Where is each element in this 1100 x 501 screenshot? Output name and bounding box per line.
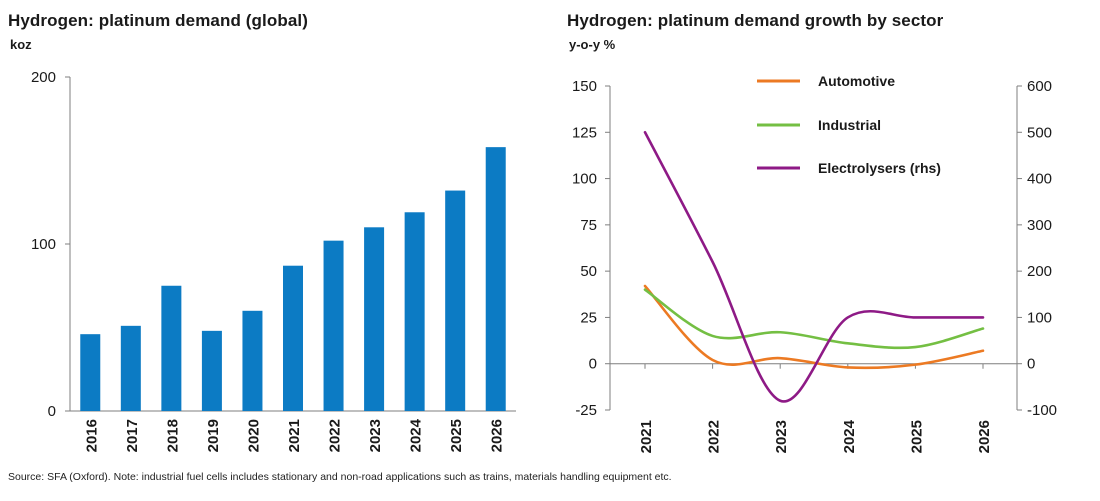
left-x-tick-label: 2020 [245,419,262,452]
right-left-tick-label: -25 [575,402,597,419]
left-y-tick-label: 200 [31,69,56,86]
series-line-electrolysers [643,130,985,403]
right-x-tick-label: 2023 [773,420,790,453]
right-x-tick-label: 2021 [638,420,655,453]
right-x-tick-label: 2026 [976,420,993,453]
series-line-automotive [643,284,985,370]
right-chart-title: Hydrogen: platinum demand growth by sect… [567,11,944,30]
right-right-tick-label: -100 [1027,402,1057,419]
bar [161,285,182,411]
right-left-tick-label: 0 [589,356,597,373]
right-left-tick-label: 100 [572,171,597,188]
bar [364,227,385,411]
source-note: Source: SFA (Oxford). Note: industrial f… [8,471,672,483]
right-chart-ylabel: y-o-y % [569,37,616,52]
bar [80,334,101,411]
series-line-industrial [643,288,985,350]
legend-label-automotive: Automotive [818,73,895,89]
left-x-tick-label: 2025 [448,419,465,452]
right-x-tick-label: 2022 [706,420,723,453]
bar [242,310,263,411]
left-x-tick-label: 2016 [83,419,100,452]
bar [283,265,303,411]
bar [445,190,466,411]
left-x-tick-label: 2017 [124,419,141,452]
right-x-tick-label: 2024 [841,419,858,453]
right-left-tick-label: 25 [580,309,597,326]
bar [404,212,425,411]
right-left-tick-label: 75 [580,217,597,234]
legend-label-electrolysers: Electrolysers (rhs) [818,160,941,176]
left-x-tick-label: 2018 [164,419,181,452]
right-left-tick-label: 150 [572,78,597,95]
left-chart-ylabel: koz [10,37,32,52]
right-left-tick-label: 50 [580,263,597,280]
line-chart: -25 0 25 50 75 100 125 150 -100 0 100 200 300 400 500 6… [572,73,1057,453]
right-right-tick-label: 600 [1027,78,1052,95]
bar [323,240,344,411]
left-x-tick-label: 2019 [205,419,222,452]
bar [120,325,141,411]
left-chart-title: Hydrogen: platinum demand (global) [8,11,308,30]
left-x-tick-label: 2023 [367,419,384,452]
left-x-tick-label: 2022 [327,419,344,452]
right-left-tick-label: 125 [572,124,597,141]
legend-label-industrial: Industrial [818,117,881,133]
right-right-tick-label: 100 [1027,309,1052,326]
right-x-tick-label: 2025 [908,420,925,453]
right-right-tick-label: 400 [1027,171,1052,188]
left-y-tick-label: 100 [31,236,56,253]
bar [201,330,222,411]
bar [485,147,506,411]
bar-chart: 0 100 200 2016 2017 2018 2019 2020 2021 2022 2023 2… [31,69,516,452]
right-right-tick-label: 300 [1027,217,1052,234]
right-right-tick-label: 200 [1027,263,1052,280]
left-y-tick-label: 0 [48,403,56,420]
right-right-tick-label: 500 [1027,124,1052,141]
right-right-tick-label: 0 [1027,356,1035,373]
left-x-tick-label: 2024 [408,418,425,452]
left-x-tick-label: 2026 [489,419,506,452]
left-x-tick-label: 2021 [286,419,303,452]
